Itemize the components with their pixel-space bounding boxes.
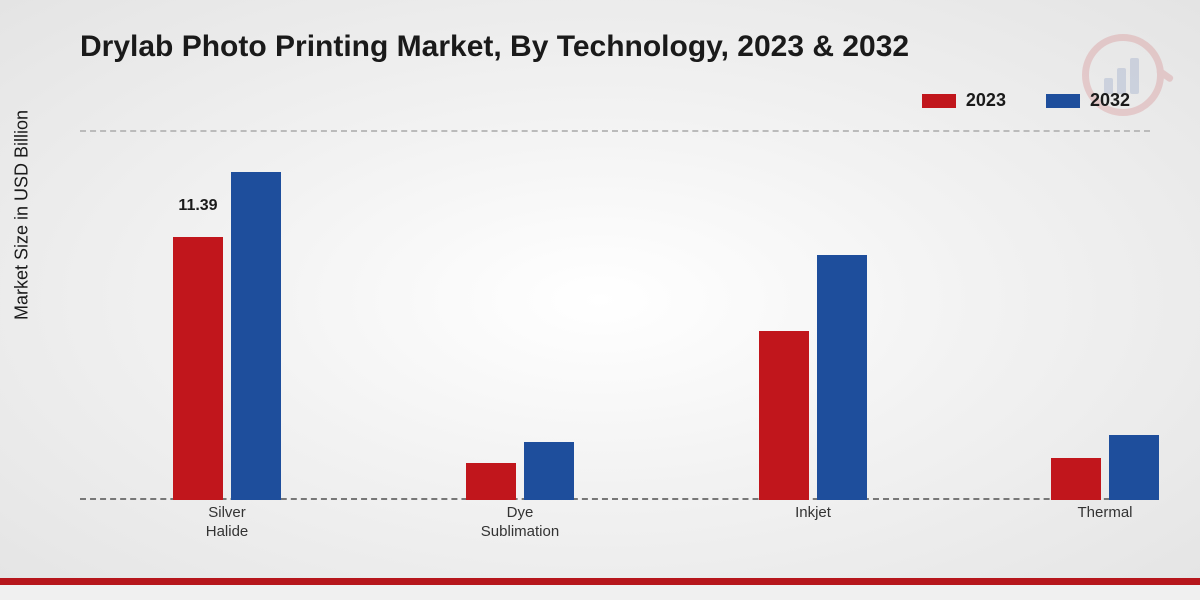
category-label-inkjet: Inkjet	[733, 504, 893, 523]
bar-inkjet-2032	[817, 255, 867, 500]
y-axis-label: Market Size in USD Billion	[12, 110, 33, 320]
legend-swatch-2032	[1046, 94, 1080, 108]
legend-swatch-2023	[922, 94, 956, 108]
bar-thermal-2032	[1109, 435, 1159, 500]
plot-area: 11.39	[80, 130, 1150, 500]
category-label-silver_halide: SilverHalide	[147, 504, 307, 542]
legend-label-2023: 2023	[966, 90, 1006, 111]
bar-thermal-2023	[1051, 458, 1101, 500]
legend-label-2032: 2032	[1090, 90, 1130, 111]
chart-container: Drylab Photo Printing Market, By Technol…	[0, 0, 1200, 600]
bar-dye_sublimation-2023	[466, 463, 516, 500]
value-label-silver_halide-2023: 11.39	[178, 197, 217, 215]
footer-accent-bar	[0, 578, 1200, 600]
bar-silver_halide-2023	[173, 237, 223, 500]
category-label-dye_sublimation: DyeSublimation	[440, 504, 600, 542]
bar-inkjet-2023	[759, 331, 809, 500]
category-label-thermal: Thermal	[1025, 504, 1185, 523]
grid-line-top	[80, 130, 1150, 132]
legend-item-2032: 2032	[1046, 90, 1130, 111]
bar-silver_halide-2032	[231, 172, 281, 500]
legend-item-2023: 2023	[922, 90, 1006, 111]
bar-dye_sublimation-2032	[524, 442, 574, 500]
legend: 2023 2032	[922, 90, 1130, 111]
chart-title: Drylab Photo Printing Market, By Technol…	[80, 30, 909, 64]
